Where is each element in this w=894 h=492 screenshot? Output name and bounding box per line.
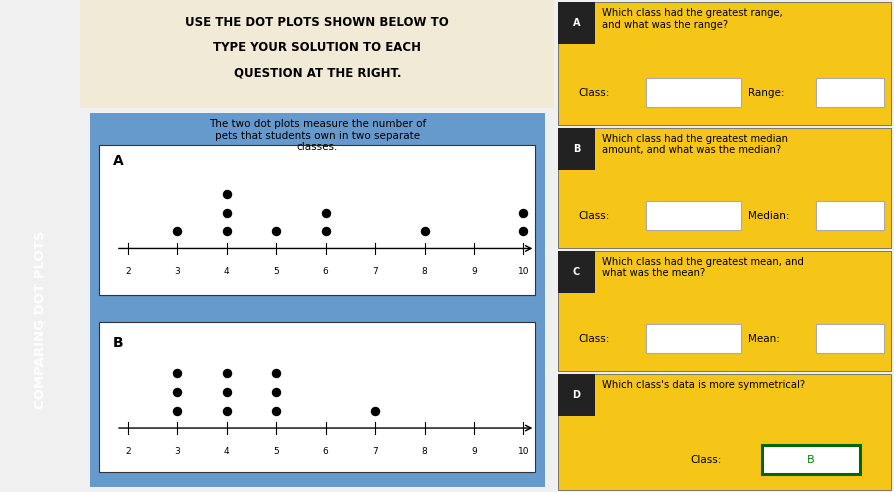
FancyBboxPatch shape — [80, 0, 554, 108]
Text: Mean:: Mean: — [748, 334, 780, 344]
Text: 2: 2 — [125, 447, 131, 456]
Text: COMPARING DOT PLOTS: COMPARING DOT PLOTS — [34, 231, 46, 409]
Text: 5: 5 — [274, 447, 279, 456]
Text: A: A — [573, 18, 580, 29]
Text: 6: 6 — [323, 267, 328, 276]
Text: 7: 7 — [372, 267, 378, 276]
Text: 4: 4 — [224, 447, 230, 456]
FancyBboxPatch shape — [816, 78, 884, 107]
Text: 9: 9 — [471, 267, 477, 276]
FancyBboxPatch shape — [90, 113, 544, 487]
FancyBboxPatch shape — [558, 128, 595, 170]
Text: 9: 9 — [471, 447, 477, 456]
Text: Class:: Class: — [578, 211, 610, 221]
Text: 8: 8 — [422, 267, 427, 276]
Text: Which class had the greatest median
amount, and what was the median?: Which class had the greatest median amou… — [602, 134, 788, 155]
Text: Class:: Class: — [578, 334, 610, 344]
Text: B: B — [113, 336, 123, 349]
FancyBboxPatch shape — [558, 251, 595, 293]
Text: Which class's data is more symmetrical?: Which class's data is more symmetrical? — [602, 380, 805, 390]
Text: 4: 4 — [224, 267, 230, 276]
Text: 2: 2 — [125, 267, 131, 276]
FancyBboxPatch shape — [646, 324, 741, 353]
Text: D: D — [572, 390, 580, 400]
Text: A: A — [113, 154, 123, 167]
FancyBboxPatch shape — [99, 145, 536, 295]
FancyBboxPatch shape — [762, 445, 860, 474]
Text: 6: 6 — [323, 447, 328, 456]
FancyBboxPatch shape — [99, 322, 536, 472]
Text: Which class had the greatest range,
and what was the range?: Which class had the greatest range, and … — [602, 8, 782, 30]
FancyBboxPatch shape — [558, 2, 595, 44]
Text: 10: 10 — [518, 267, 529, 276]
Text: 10: 10 — [518, 447, 529, 456]
Text: 3: 3 — [174, 267, 181, 276]
FancyBboxPatch shape — [558, 2, 890, 125]
FancyBboxPatch shape — [558, 128, 890, 248]
FancyBboxPatch shape — [646, 201, 741, 230]
Text: Range:: Range: — [748, 88, 784, 98]
FancyBboxPatch shape — [558, 374, 890, 490]
Text: QUESTION AT THE RIGHT.: QUESTION AT THE RIGHT. — [233, 67, 401, 80]
Text: Median:: Median: — [748, 211, 789, 221]
Text: Class:: Class: — [690, 455, 721, 465]
FancyBboxPatch shape — [816, 201, 884, 230]
Text: 8: 8 — [422, 447, 427, 456]
Text: TYPE YOUR SOLUTION TO EACH: TYPE YOUR SOLUTION TO EACH — [214, 41, 421, 54]
Text: 7: 7 — [372, 447, 378, 456]
FancyBboxPatch shape — [646, 78, 741, 107]
FancyBboxPatch shape — [558, 374, 595, 416]
Text: USE THE DOT PLOTS SHOWN BELOW TO: USE THE DOT PLOTS SHOWN BELOW TO — [185, 16, 450, 29]
Text: 5: 5 — [274, 267, 279, 276]
Text: B: B — [573, 144, 580, 154]
FancyBboxPatch shape — [816, 324, 884, 353]
Text: C: C — [573, 267, 580, 277]
FancyBboxPatch shape — [558, 251, 890, 371]
Text: Which class had the greatest mean, and
what was the mean?: Which class had the greatest mean, and w… — [602, 257, 804, 278]
Text: 3: 3 — [174, 447, 181, 456]
Text: Class:: Class: — [578, 88, 610, 98]
Text: B: B — [807, 455, 814, 464]
Text: The two dot plots measure the number of
pets that students own in two separate
c: The two dot plots measure the number of … — [208, 119, 426, 152]
